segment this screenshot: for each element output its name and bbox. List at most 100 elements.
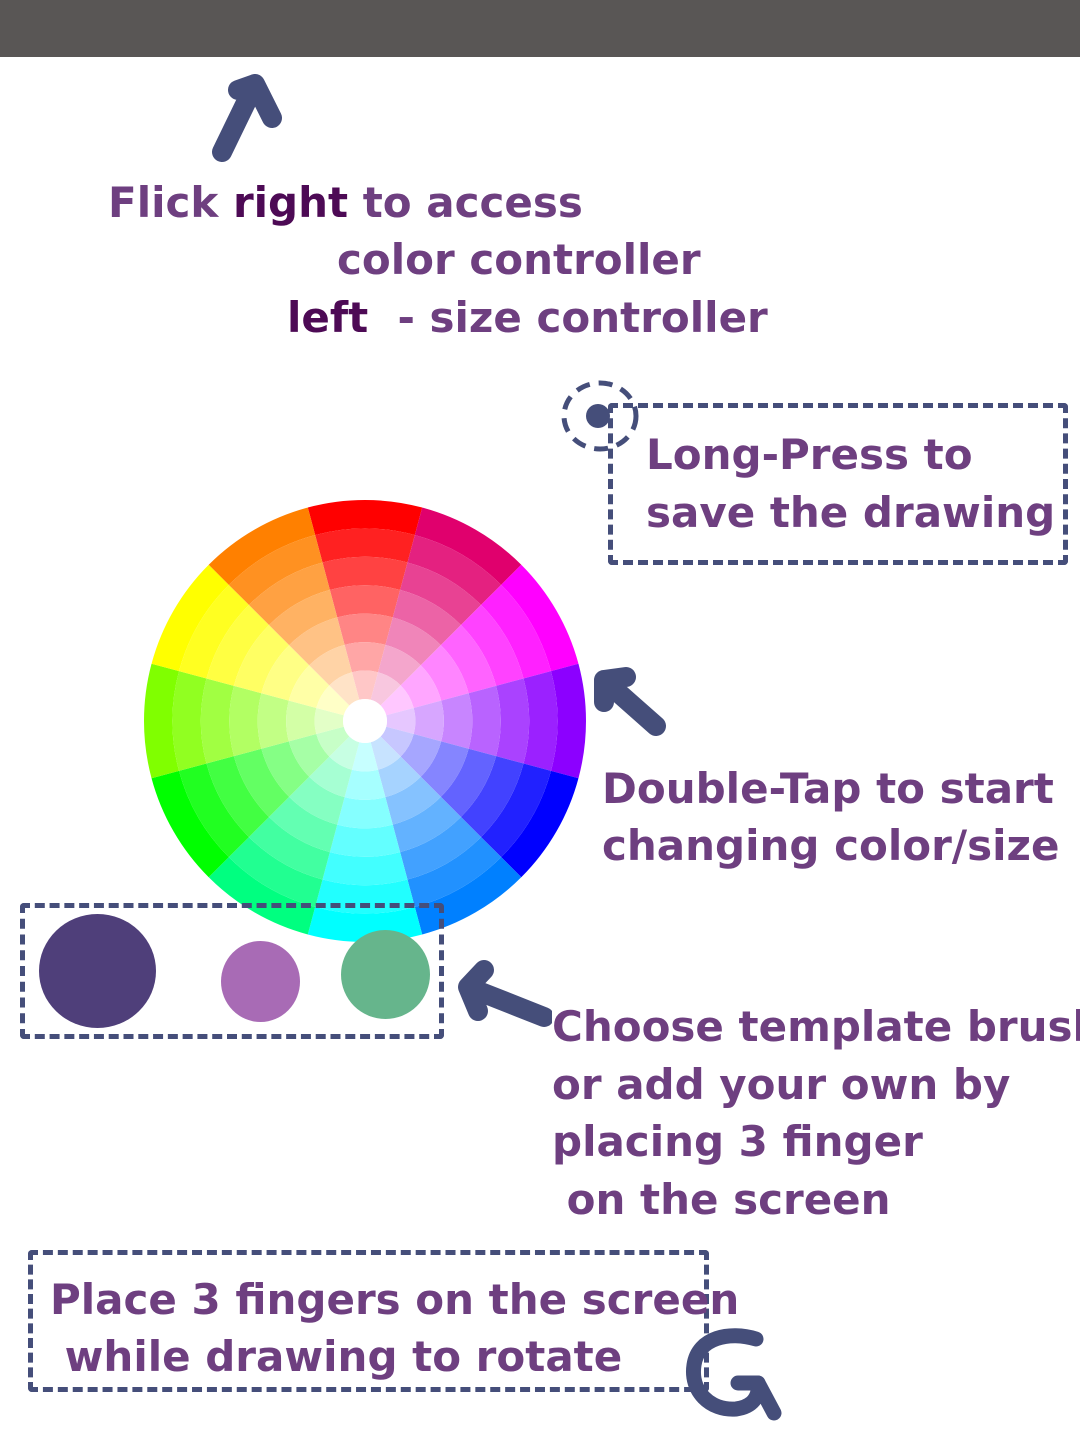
color-wheel-segment[interactable] (400, 665, 442, 708)
rotate-hint-line2: while drawing to rotate (50, 1332, 623, 1381)
color-wheel-segment[interactable] (314, 707, 344, 735)
color-wheel-segment[interactable] (392, 796, 461, 853)
color-wheel-segment[interactable] (288, 665, 330, 708)
brush-hint-line1: Choose template brush (552, 1002, 1080, 1051)
color-wheel-segment[interactable] (468, 685, 501, 757)
color-wheel-segment[interactable] (392, 589, 461, 646)
color-wheel-segment[interactable] (344, 642, 386, 673)
color-wheel-segment[interactable] (172, 671, 207, 771)
color-wheel-segment[interactable] (420, 741, 469, 797)
color-wheel-segment[interactable] (501, 564, 579, 672)
color-wheel-segment[interactable] (316, 685, 350, 716)
color-wheel-segment[interactable] (289, 776, 345, 825)
color-wheel-segment[interactable] (344, 769, 386, 800)
color-wheel-segment[interactable] (322, 556, 408, 590)
color-wheel-segment[interactable] (248, 562, 330, 626)
color-wheel-segment[interactable] (481, 584, 552, 679)
color-wheel-center (343, 699, 387, 743)
color-wheel-segment[interactable] (288, 734, 330, 777)
color-wheel-segment[interactable] (307, 500, 423, 535)
color-wheel-segment[interactable] (309, 644, 352, 686)
color-wheel-segment[interactable] (460, 756, 524, 838)
color-wheel-segment[interactable] (501, 770, 579, 878)
color-wheel-segment[interactable] (151, 564, 229, 672)
rotate-gesture-icon (686, 1328, 782, 1421)
long-press-hint-box (608, 403, 1068, 565)
color-wheel-segment[interactable] (329, 736, 360, 770)
color-wheel-segment[interactable] (414, 507, 522, 585)
color-wheel-segment[interactable] (261, 741, 310, 797)
brush-dark-purple[interactable] (39, 914, 156, 1028)
color-wheel-segment[interactable] (523, 671, 558, 771)
color-wheel-segment[interactable] (200, 678, 234, 764)
color-wheel-segment[interactable] (248, 816, 330, 880)
color-wheel-segment[interactable] (261, 645, 310, 701)
color-wheel-segment[interactable] (440, 625, 497, 694)
color-wheel-segment[interactable] (206, 604, 270, 686)
color-wheel-segment[interactable] (322, 852, 408, 886)
color-wheel-segment[interactable] (178, 763, 249, 858)
color-wheel-segment[interactable] (315, 528, 415, 563)
color-wheel-segment[interactable] (400, 734, 442, 777)
color-wheel-segment[interactable] (400, 562, 482, 626)
color-wheel-segment[interactable] (370, 736, 401, 770)
color-wheel-segment[interactable] (337, 797, 393, 829)
color-wheel-segment[interactable] (551, 663, 586, 779)
long-press-dot-icon (561, 380, 639, 452)
color-wheel-segment[interactable] (329, 824, 401, 857)
color-wheel-segment[interactable] (286, 700, 317, 742)
color-wheel-segment[interactable] (289, 617, 345, 666)
color-wheel-segment[interactable] (407, 837, 502, 908)
color-wheel-segment[interactable] (151, 770, 229, 878)
color-wheel-segment[interactable] (385, 776, 441, 825)
color-wheel-segment[interactable] (386, 707, 416, 735)
flick-hint-line2: color controller (337, 235, 701, 284)
flick-up-right-arrow-icon (212, 74, 282, 162)
color-wheel-segment[interactable] (316, 726, 350, 757)
color-wheel-segment[interactable] (441, 693, 473, 749)
color-wheel-segment[interactable] (208, 507, 316, 585)
brush-hint-line2: or add your own by (552, 1060, 1011, 1109)
color-wheel-segment[interactable] (233, 625, 290, 694)
color-wheel-segment[interactable] (269, 796, 338, 853)
long-press-hint-line1: Long-Press to (646, 430, 973, 479)
color-wheel-segment[interactable] (385, 617, 441, 666)
color-wheel-segment[interactable] (370, 672, 401, 706)
color-wheel-segment[interactable] (351, 742, 379, 772)
long-press-hint-line2: save the drawing (646, 488, 1056, 537)
color-wheel-segment[interactable] (496, 678, 530, 764)
brush-green[interactable] (341, 930, 430, 1019)
color-wheel-segment[interactable] (400, 816, 482, 880)
color-wheel-segment[interactable] (257, 693, 289, 749)
flick-hint-line3: left - size controller (287, 293, 768, 342)
color-wheel-segment[interactable] (206, 756, 270, 838)
color-wheel-segment[interactable] (208, 857, 316, 935)
rotate-hint-box (28, 1250, 709, 1392)
color-wheel-segment[interactable] (380, 726, 414, 757)
color-wheel-segment[interactable] (378, 756, 421, 798)
color-wheel-segment[interactable] (440, 748, 497, 817)
color-wheel-segment[interactable] (309, 756, 352, 798)
color-wheel-segment[interactable] (351, 670, 379, 700)
color-wheel-segment[interactable] (178, 584, 249, 679)
brush-hint-line3: placing 3 finger (552, 1117, 923, 1166)
color-wheel-segment[interactable] (413, 700, 444, 742)
brush-light-purple[interactable] (221, 941, 300, 1022)
color-wheel-segment[interactable] (481, 763, 552, 858)
color-wheel-segment[interactable] (407, 534, 502, 605)
brush-arrow-icon (458, 960, 552, 1027)
color-wheel-segment[interactable] (378, 644, 421, 686)
color-wheel-segment[interactable] (228, 534, 323, 605)
color-wheel-segment[interactable] (420, 645, 469, 701)
color-wheel-segment[interactable] (233, 748, 290, 817)
color-wheel-segment[interactable] (329, 585, 401, 618)
color-wheel-segment[interactable] (380, 685, 414, 716)
color-wheel-segment[interactable] (228, 837, 323, 908)
color-wheel-segment[interactable] (337, 613, 393, 645)
color-wheel-segment[interactable] (229, 685, 262, 757)
color-wheel[interactable] (140, 496, 590, 946)
color-wheel-segment[interactable] (269, 589, 338, 646)
color-wheel-segment[interactable] (144, 663, 179, 779)
color-wheel-segment[interactable] (460, 604, 524, 686)
color-wheel-segment[interactable] (329, 672, 360, 706)
